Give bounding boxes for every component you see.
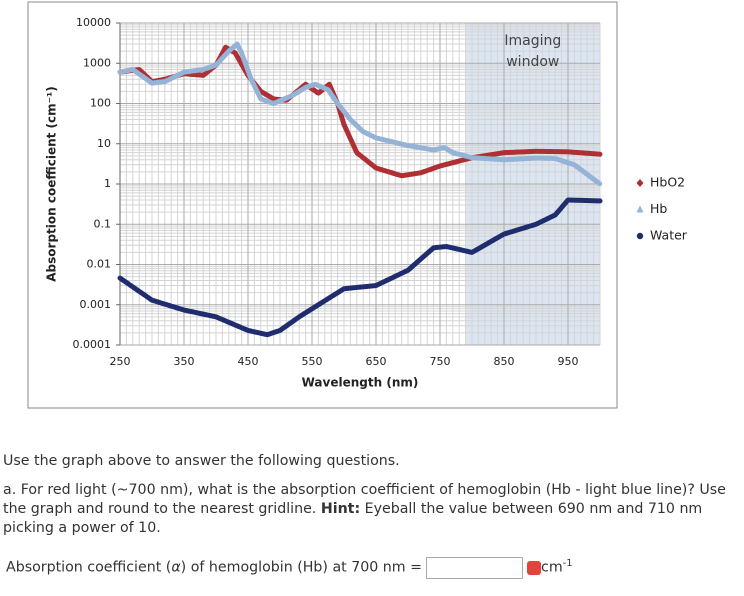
legend-marker	[636, 232, 644, 240]
unit: cm	[541, 559, 563, 576]
y-tick-label: 100	[90, 97, 111, 110]
y-tick-label: 0.1	[94, 217, 112, 230]
intro: Use the graph above to answer the follow…	[3, 453, 400, 469]
answer-prefix: Absorption coefficient (	[6, 559, 172, 576]
hint-label: Hint:	[320, 501, 361, 517]
legend-label: HbO2	[650, 175, 685, 190]
answer-row: Absorption coefficient (α) of hemoglobin…	[6, 554, 736, 579]
question-text: a. For red light (~700 nm), what is the …	[3, 482, 726, 517]
chart: Absorption coefficient (cm⁻¹) Wavelength…	[27, 1, 688, 409]
unit-exp: -1	[562, 558, 573, 569]
legend-label: Hb	[650, 201, 667, 216]
x-tick-label: 350	[174, 355, 195, 368]
y-tick-label: 1	[104, 177, 111, 190]
y-tick-label: 0.001	[80, 298, 112, 311]
x-tick-label: 650	[366, 355, 387, 368]
x-axis-title: Wavelength (nm)	[302, 376, 419, 390]
x-tick-label: 750	[430, 355, 451, 368]
y-tick-label: 0.0001	[73, 338, 112, 351]
x-tick-label: 850	[494, 355, 515, 368]
check-icon[interactable]	[527, 560, 542, 575]
y-tick-label: 1000	[83, 56, 111, 69]
legend-marker	[636, 179, 644, 187]
x-tick-label: 250	[110, 355, 131, 368]
x-tick-label: 950	[558, 355, 579, 368]
y-axis-title: Absorption coefficient (cm⁻¹)	[45, 86, 59, 281]
hint: Eyeball the value between 690 nm and 710…	[3, 501, 703, 536]
x-tick-label: 450	[238, 355, 259, 368]
window-label: Imaging	[504, 33, 561, 49]
y-tick-label: 10	[97, 137, 111, 150]
answer-suffix: ) of hemoglobin (Hb) at 700 nm =	[180, 559, 423, 576]
series-line	[117, 44, 603, 179]
answer-symbol: α	[171, 559, 181, 576]
y-tick-label: 0.01	[87, 258, 112, 271]
series-line	[117, 41, 603, 187]
legend-label: Water	[650, 228, 688, 243]
legend-marker	[636, 205, 644, 213]
window-label: window	[506, 54, 559, 70]
series-line	[117, 197, 603, 338]
y-tick-label: 10000	[76, 16, 111, 29]
answer-input[interactable]	[426, 556, 524, 579]
x-tick-label: 550	[302, 355, 323, 368]
question-a: a. For red light (~700 nm), what is the …	[3, 481, 733, 538]
